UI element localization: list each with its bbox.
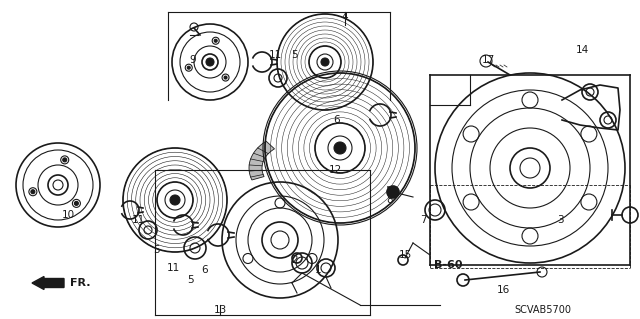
Text: 4: 4 [342,12,348,22]
Text: 5: 5 [154,245,160,255]
Text: 3: 3 [557,215,563,225]
Circle shape [206,58,214,66]
Text: 5: 5 [292,50,298,60]
Circle shape [63,158,67,162]
Circle shape [74,201,78,205]
Circle shape [387,186,399,198]
Text: 10: 10 [61,210,75,220]
Text: 17: 17 [481,55,495,65]
Circle shape [321,58,329,66]
Text: 15: 15 [398,250,412,260]
Circle shape [170,195,180,205]
Text: 8: 8 [387,195,394,205]
Text: 13: 13 [213,305,227,315]
Text: 5: 5 [187,275,193,285]
Text: 11: 11 [131,215,145,225]
Text: B-60: B-60 [434,260,462,270]
Text: 6: 6 [333,115,340,125]
Circle shape [214,39,217,42]
Circle shape [188,66,190,69]
Text: 11: 11 [166,263,180,273]
Circle shape [224,76,227,79]
Text: 7: 7 [420,215,426,225]
Circle shape [31,190,35,194]
Text: SCVAB5700: SCVAB5700 [515,305,572,315]
Text: 2: 2 [292,255,298,265]
Text: 1: 1 [315,265,321,275]
Text: FR.: FR. [70,278,90,288]
Text: 12: 12 [328,165,342,175]
Text: 6: 6 [202,265,208,275]
Text: 14: 14 [575,45,589,55]
Polygon shape [249,141,275,180]
Text: 16: 16 [497,285,509,295]
FancyArrow shape [32,277,64,290]
Circle shape [334,142,346,154]
Text: 11: 11 [268,50,282,60]
Text: 9: 9 [189,55,196,65]
